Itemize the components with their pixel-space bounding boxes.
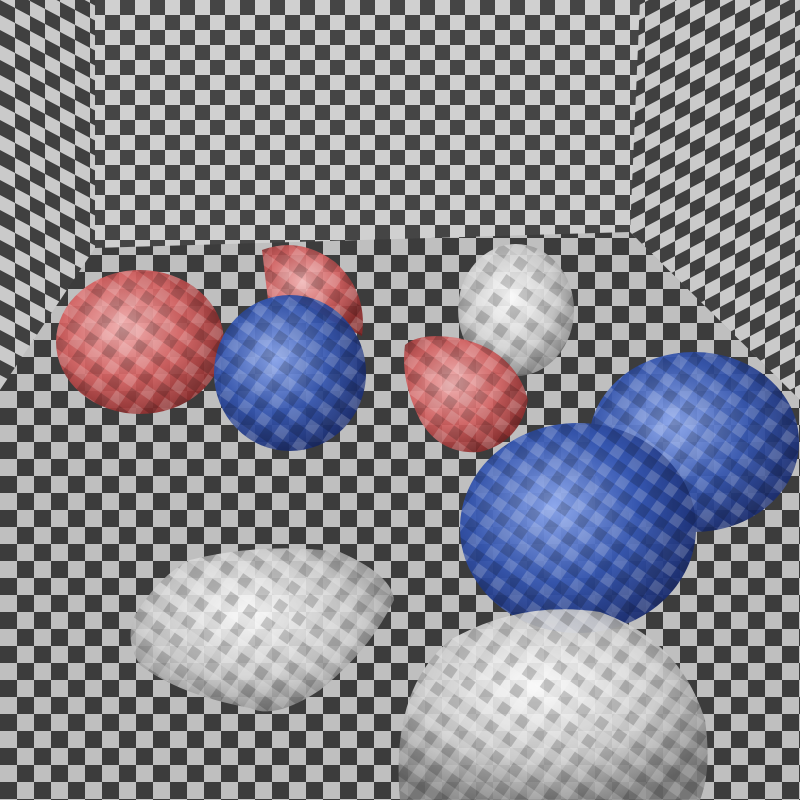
sapphire-round-right-front bbox=[460, 423, 696, 633]
diamond-cushion-front-left bbox=[130, 548, 394, 712]
right-wall bbox=[630, 0, 800, 400]
diamond-back-right bbox=[458, 244, 574, 376]
gems bbox=[56, 244, 799, 800]
ruby-round-left bbox=[56, 270, 224, 414]
diamond-round-front-right bbox=[398, 609, 708, 800]
sapphire-round-center bbox=[214, 295, 366, 451]
ruby-pear-center bbox=[404, 336, 528, 453]
left-wall bbox=[0, 0, 95, 390]
